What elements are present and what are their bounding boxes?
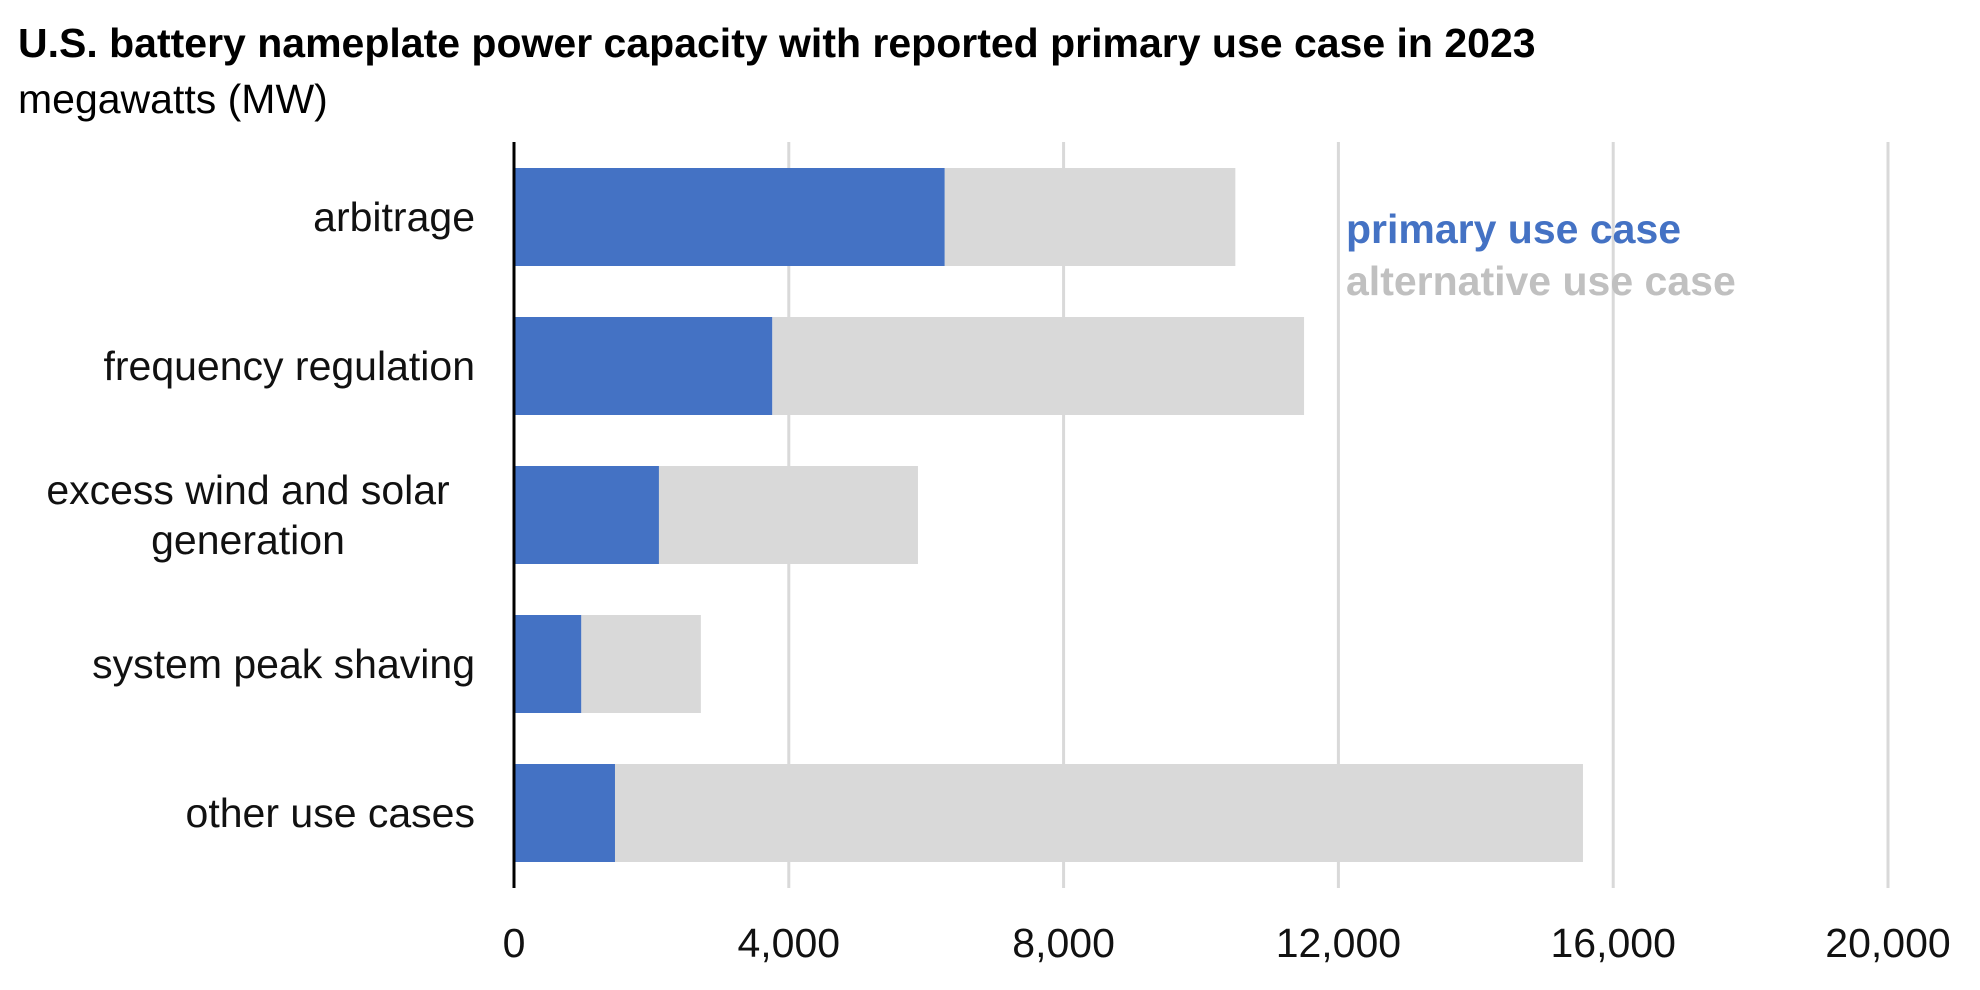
bar-primary-use-case [514, 317, 773, 415]
bar-alternative-use-case [614, 764, 1583, 862]
x-tick-label: 20,000 [1825, 920, 1950, 966]
category-label: excess wind and solar generation [46, 467, 449, 563]
x-tick-label: 0 [503, 920, 526, 966]
x-tick-label: 16,000 [1550, 920, 1675, 966]
x-tick-labels: 0 4,000 8,000 12,000 16,000 20,000 [503, 920, 1951, 966]
legend-entry: primary use case [1346, 206, 1681, 252]
bars [514, 168, 1583, 862]
bar-alternative-use-case [772, 317, 1305, 415]
chart-title: U.S. battery nameplate power capacity wi… [18, 20, 1536, 66]
chart-subtitle: megawatts (MW) [18, 76, 328, 122]
bar-alternative-use-case [581, 615, 701, 713]
category-label: frequency regulation [103, 343, 475, 389]
category-labels: arbitrage frequency regulation excess wind… [46, 194, 475, 836]
bar-primary-use-case [514, 615, 582, 713]
legend-entry: alternative use case [1346, 258, 1736, 304]
legend: primary use case alternative use case [1346, 206, 1736, 304]
bar-primary-use-case [514, 466, 659, 564]
category-label: arbitrage [313, 194, 475, 240]
bar-alternative-use-case [658, 466, 918, 564]
bar-primary-use-case [514, 764, 615, 862]
bar-alternative-use-case [944, 168, 1236, 266]
x-tick-label: 12,000 [1276, 920, 1401, 966]
category-label: system peak shaving [92, 641, 475, 687]
x-tick-label: 4,000 [737, 920, 840, 966]
x-tick-label: 8,000 [1012, 920, 1115, 966]
bar-primary-use-case [514, 168, 945, 266]
category-label: other use cases [186, 790, 475, 836]
